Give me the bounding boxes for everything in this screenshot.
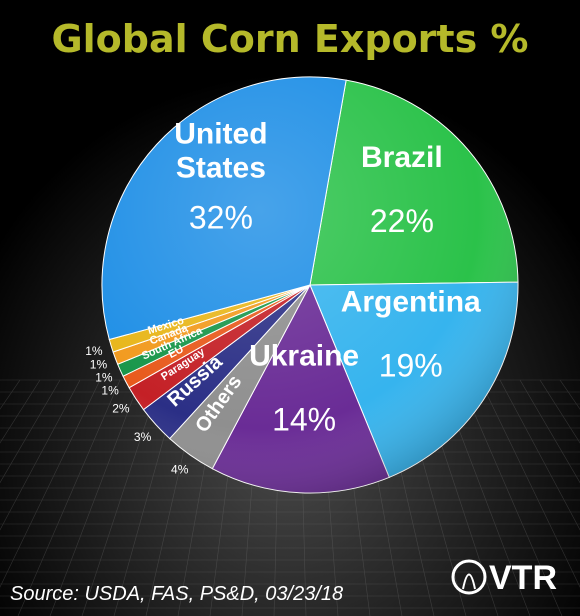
russia-value-label: 3% [134, 430, 152, 444]
source-note: Source: USDA, FAS, PS&D, 03/23/18 [10, 583, 343, 605]
south-africa-value-label: 1% [95, 371, 113, 385]
brazil-label: Brazil [361, 141, 443, 174]
brazil-value-label: 22% [370, 203, 434, 239]
others-value-label: 4% [171, 463, 189, 477]
ukraine-value-label: 14% [272, 401, 336, 437]
logo-text: VTR [489, 559, 557, 597]
eu-value-label: 1% [101, 383, 119, 397]
argentina-value-label: 19% [379, 347, 443, 383]
canada-value-label: 1% [90, 358, 108, 372]
ukraine-label: Ukraine [249, 339, 359, 372]
argentina-label: Argentina [341, 285, 481, 318]
corn-logo-icon [451, 559, 487, 595]
united-states-value-label: 32% [189, 200, 253, 236]
united-states-label: United [174, 118, 267, 151]
chart-title: Global Corn Exports % [51, 17, 528, 61]
paraguay-value-label: 2% [112, 402, 130, 416]
mexico-value-label: 1% [85, 344, 103, 358]
vtr-logo: VTR [451, 559, 557, 597]
united-states-label: States [176, 152, 266, 185]
